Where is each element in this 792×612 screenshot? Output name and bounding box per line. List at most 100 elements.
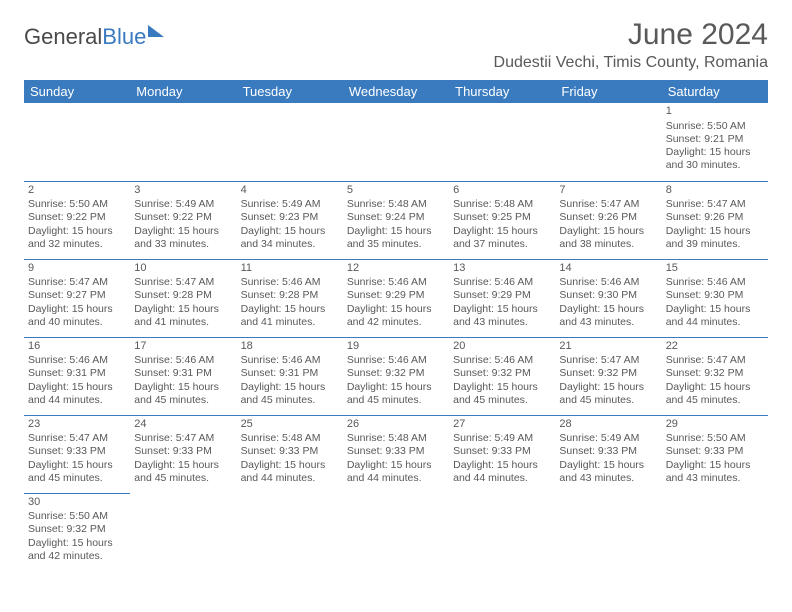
calendar-day-cell: 28Sunrise: 5:49 AMSunset: 9:33 PMDayligh… [555,415,661,493]
daylight-text: and 39 minutes. [666,238,764,251]
sunset-text: Sunset: 9:32 PM [453,367,551,380]
day-number: 1 [666,105,764,119]
sunrise-text: Sunrise: 5:46 AM [241,354,339,367]
sunset-text: Sunset: 9:33 PM [347,445,445,458]
calendar-week-row: 16Sunrise: 5:46 AMSunset: 9:31 PMDayligh… [24,337,768,415]
daylight-text: Daylight: 15 hours [666,459,764,472]
daylight-text: Daylight: 15 hours [347,459,445,472]
sunrise-text: Sunrise: 5:48 AM [347,198,445,211]
sunset-text: Sunset: 9:24 PM [347,211,445,224]
daylight-text: and 44 minutes. [28,394,126,407]
daylight-text: Daylight: 15 hours [559,381,657,394]
calendar-day-cell: 27Sunrise: 5:49 AMSunset: 9:33 PMDayligh… [449,415,555,493]
sunrise-text: Sunrise: 5:46 AM [453,354,551,367]
calendar-day-cell: 20Sunrise: 5:46 AMSunset: 9:32 PMDayligh… [449,337,555,415]
daylight-text: Daylight: 15 hours [134,459,232,472]
sunrise-text: Sunrise: 5:47 AM [666,198,764,211]
calendar-day-cell [130,493,236,571]
calendar-day-cell [662,493,768,571]
day-number: 8 [666,184,764,198]
sunrise-text: Sunrise: 5:50 AM [666,432,764,445]
sunrise-text: Sunrise: 5:46 AM [347,276,445,289]
day-number: 26 [347,418,445,432]
sunrise-text: Sunrise: 5:50 AM [28,510,126,523]
calendar-day-cell [555,493,661,571]
daylight-text: Daylight: 15 hours [241,459,339,472]
calendar-day-cell: 9Sunrise: 5:47 AMSunset: 9:27 PMDaylight… [24,259,130,337]
day-number: 30 [28,496,126,510]
daylight-text: Daylight: 15 hours [347,303,445,316]
calendar-day-cell: 12Sunrise: 5:46 AMSunset: 9:29 PMDayligh… [343,259,449,337]
daylight-text: Daylight: 15 hours [559,303,657,316]
calendar-day-cell: 1Sunrise: 5:50 AMSunset: 9:21 PMDaylight… [662,103,768,181]
day-number: 6 [453,184,551,198]
weekday-header-row: Sunday Monday Tuesday Wednesday Thursday… [24,80,768,103]
day-number: 23 [28,418,126,432]
calendar-table: Sunday Monday Tuesday Wednesday Thursday… [24,80,768,571]
sunset-text: Sunset: 9:27 PM [28,289,126,302]
weekday-header: Monday [130,80,236,103]
daylight-text: and 44 minutes. [347,472,445,485]
sunrise-text: Sunrise: 5:49 AM [453,432,551,445]
title-block: June 2024 Dudestii Vechi, Timis County, … [494,18,768,72]
calendar-day-cell: 8Sunrise: 5:47 AMSunset: 9:26 PMDaylight… [662,181,768,259]
sunset-text: Sunset: 9:33 PM [28,445,126,458]
daylight-text: Daylight: 15 hours [347,381,445,394]
sunrise-text: Sunrise: 5:47 AM [666,354,764,367]
sunset-text: Sunset: 9:30 PM [559,289,657,302]
logo-text-part2: Blue [102,24,146,50]
day-number: 15 [666,262,764,276]
calendar-day-cell: 7Sunrise: 5:47 AMSunset: 9:26 PMDaylight… [555,181,661,259]
sunrise-text: Sunrise: 5:47 AM [134,432,232,445]
sunset-text: Sunset: 9:23 PM [241,211,339,224]
daylight-text: and 44 minutes. [241,472,339,485]
daylight-text: and 45 minutes. [347,394,445,407]
calendar-day-cell [555,103,661,181]
daylight-text: Daylight: 15 hours [666,303,764,316]
day-number: 14 [559,262,657,276]
calendar-day-cell: 16Sunrise: 5:46 AMSunset: 9:31 PMDayligh… [24,337,130,415]
sunrise-text: Sunrise: 5:46 AM [241,276,339,289]
sunrise-text: Sunrise: 5:47 AM [28,276,126,289]
weekday-header: Saturday [662,80,768,103]
calendar-day-cell: 10Sunrise: 5:47 AMSunset: 9:28 PMDayligh… [130,259,236,337]
sunset-text: Sunset: 9:33 PM [453,445,551,458]
daylight-text: and 45 minutes. [559,394,657,407]
sunrise-text: Sunrise: 5:48 AM [347,432,445,445]
daylight-text: and 42 minutes. [28,550,126,563]
calendar-day-cell: 30Sunrise: 5:50 AMSunset: 9:32 PMDayligh… [24,493,130,571]
sunrise-text: Sunrise: 5:46 AM [559,276,657,289]
sunset-text: Sunset: 9:22 PM [134,211,232,224]
calendar-week-row: 1Sunrise: 5:50 AMSunset: 9:21 PMDaylight… [24,103,768,181]
sunset-text: Sunset: 9:30 PM [666,289,764,302]
daylight-text: and 33 minutes. [134,238,232,251]
day-number: 24 [134,418,232,432]
daylight-text: Daylight: 15 hours [453,381,551,394]
daylight-text: Daylight: 15 hours [28,225,126,238]
daylight-text: Daylight: 15 hours [347,225,445,238]
daylight-text: Daylight: 15 hours [28,459,126,472]
daylight-text: and 38 minutes. [559,238,657,251]
daylight-text: Daylight: 15 hours [28,381,126,394]
calendar-day-cell: 23Sunrise: 5:47 AMSunset: 9:33 PMDayligh… [24,415,130,493]
logo-flag-icon [148,25,164,37]
calendar-day-cell: 21Sunrise: 5:47 AMSunset: 9:32 PMDayligh… [555,337,661,415]
calendar-day-cell: 6Sunrise: 5:48 AMSunset: 9:25 PMDaylight… [449,181,555,259]
day-number: 5 [347,184,445,198]
calendar-week-row: 9Sunrise: 5:47 AMSunset: 9:27 PMDaylight… [24,259,768,337]
daylight-text: and 35 minutes. [347,238,445,251]
sunrise-text: Sunrise: 5:50 AM [666,120,764,133]
day-number: 20 [453,340,551,354]
day-number: 27 [453,418,551,432]
day-number: 7 [559,184,657,198]
daylight-text: Daylight: 15 hours [28,303,126,316]
sunset-text: Sunset: 9:26 PM [559,211,657,224]
daylight-text: Daylight: 15 hours [666,146,764,159]
day-number: 13 [453,262,551,276]
sunset-text: Sunset: 9:31 PM [134,367,232,380]
calendar-day-cell: 17Sunrise: 5:46 AMSunset: 9:31 PMDayligh… [130,337,236,415]
daylight-text: Daylight: 15 hours [453,303,551,316]
daylight-text: Daylight: 15 hours [241,381,339,394]
calendar-day-cell: 22Sunrise: 5:47 AMSunset: 9:32 PMDayligh… [662,337,768,415]
daylight-text: and 45 minutes. [134,472,232,485]
